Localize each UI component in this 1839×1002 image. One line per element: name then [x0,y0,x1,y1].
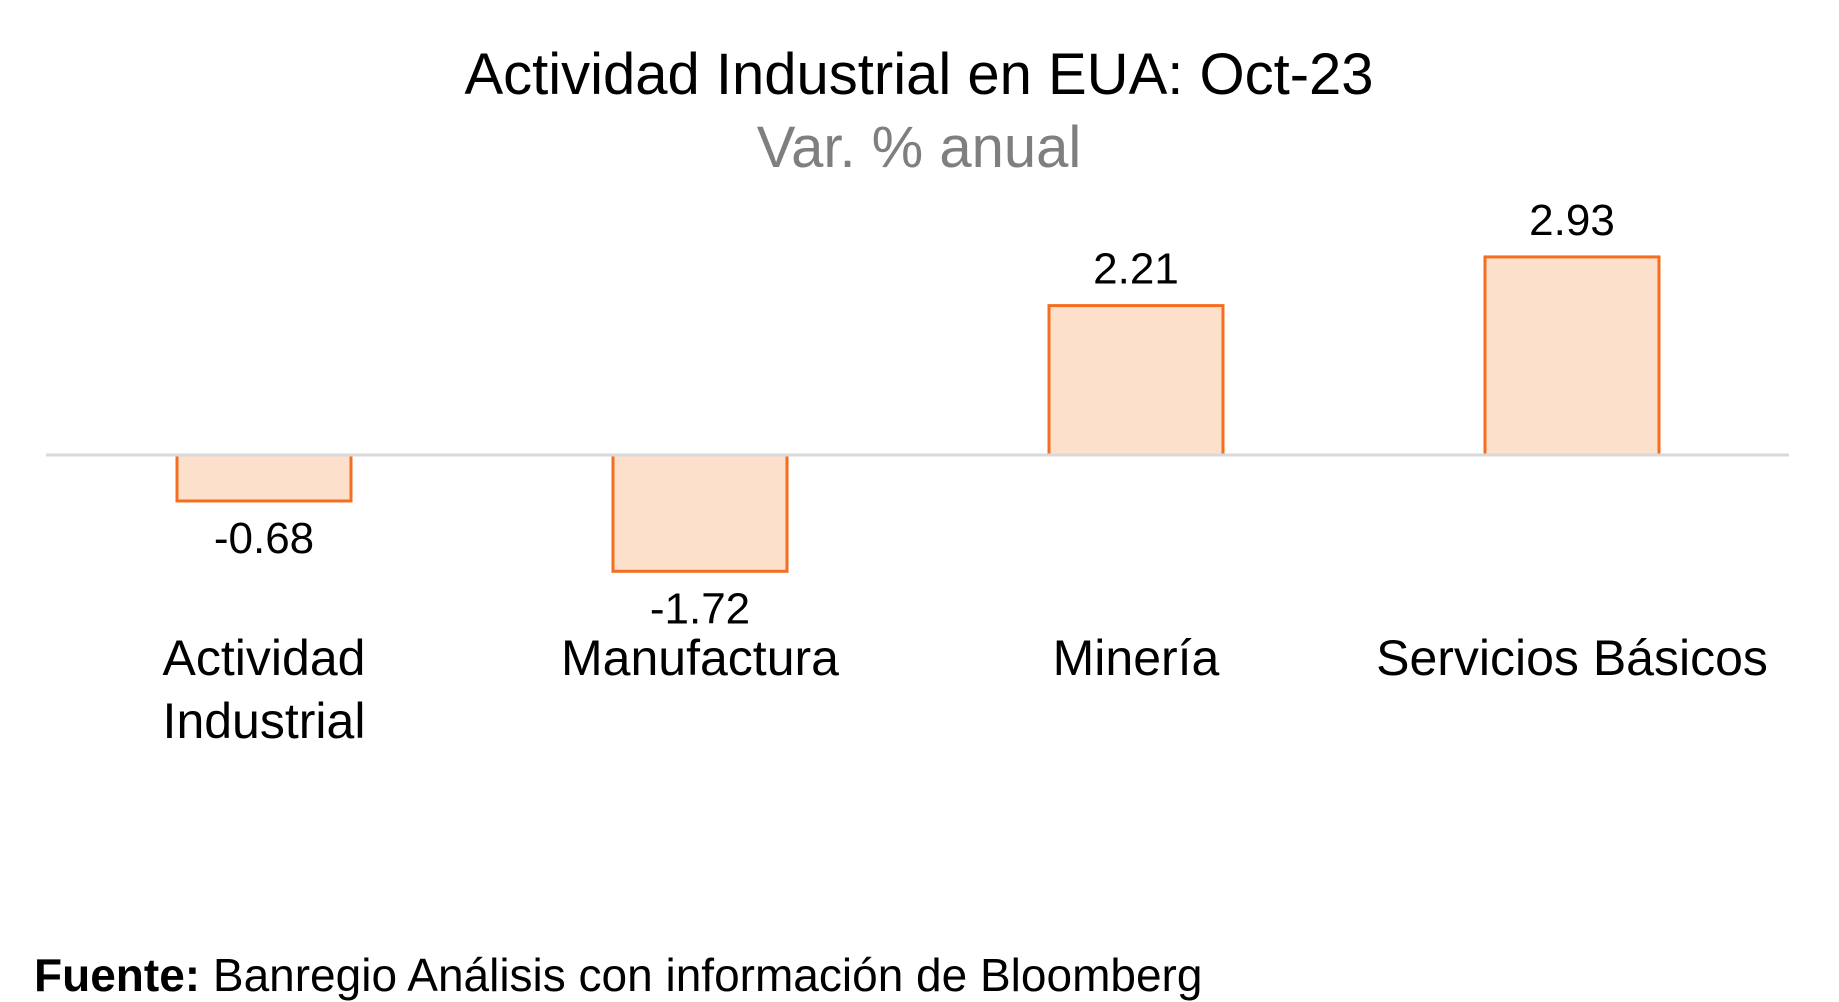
data-label-3: 2.93 [1529,196,1615,245]
source-note: Fuente: Banregio Análisis con informació… [34,948,1202,1002]
chart-title: Actividad Industrial en EUA: Oct-23 [464,42,1373,107]
chart-subtitle: Var. % anual [757,115,1082,180]
category-label-2: Minería [1053,630,1220,686]
source-text: Banregio Análisis con información de Blo… [212,949,1203,1001]
bar-1 [611,453,789,573]
category-label-3: Servicios Básicos [1376,630,1768,686]
bar-2 [1047,304,1225,457]
category-labels-group: Actividad Industrial Manufactura Minería Ser… [163,630,1768,749]
category-label-0-line-0: Actividad [163,630,366,686]
bar-0 [175,453,353,503]
bar-chart: Actividad Industrial en EUA: Oct-23 Var.… [46,42,1789,749]
bars-group [175,255,1661,573]
data-label-0: -0.68 [214,514,314,563]
data-labels-group: -0.68 -1.72 2.21 2.93 [214,196,1615,633]
source-label: Fuente: [34,949,201,1001]
category-label-0-line-1: Industrial [163,693,366,749]
data-label-2: 2.21 [1093,245,1179,294]
bar-3 [1483,255,1661,457]
data-label-1: -1.72 [650,584,750,633]
category-label-1: Manufactura [561,630,839,686]
